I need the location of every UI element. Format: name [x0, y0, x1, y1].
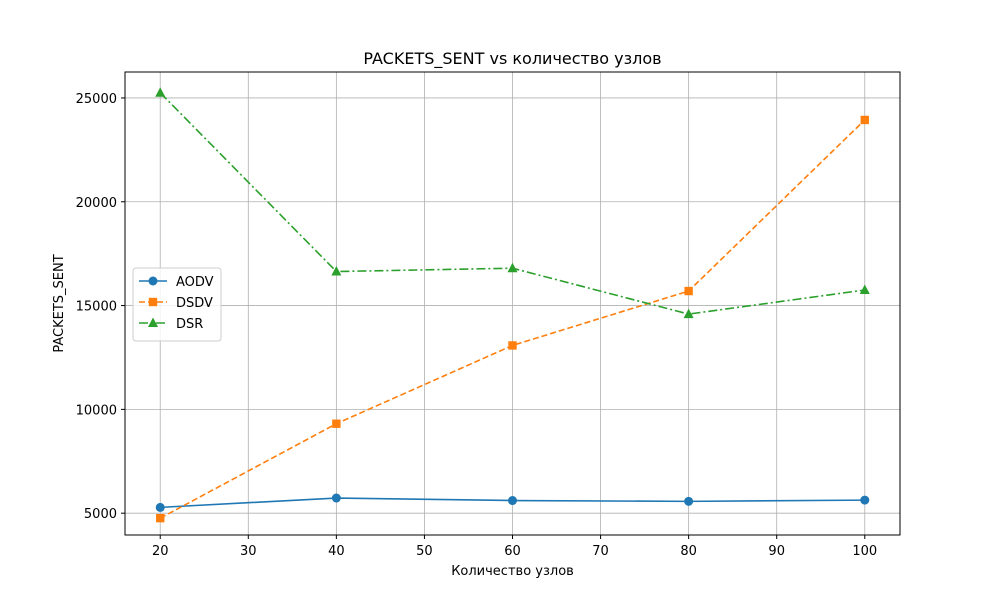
data-point-dsdv — [332, 419, 341, 428]
data-point-aodv — [331, 493, 341, 503]
y-tick-label: 20000 — [76, 196, 117, 211]
legend-item-dsdv: DSDV — [139, 296, 213, 311]
legend-item-dsr: DSR — [139, 317, 203, 332]
legend-label-dsdv: DSDV — [176, 296, 213, 311]
grid — [125, 72, 900, 535]
legend-marker-dsdv — [148, 297, 158, 307]
x-tick-label: 80 — [680, 544, 697, 559]
x-tick-label: 70 — [592, 544, 609, 559]
series-dsdv — [156, 115, 869, 523]
x-axis-title: Количество узлов — [451, 564, 574, 579]
chart-title: PACKETS_SENT vs количество узлов — [363, 49, 661, 69]
x-tick-label: 40 — [328, 544, 345, 559]
data-point-dsr — [331, 266, 342, 276]
y-tick-label: 15000 — [76, 300, 117, 315]
data-point-dsdv — [684, 286, 693, 296]
y-tick-label: 5000 — [84, 507, 117, 522]
series-layer — [155, 87, 870, 523]
data-point-dsr — [507, 262, 518, 273]
data-point-dsr — [155, 87, 166, 97]
series-aodv — [155, 493, 870, 512]
data-point-dsdv — [860, 115, 869, 125]
data-point-dsdv — [156, 513, 165, 523]
axis-ticks: 20 30 40 50 60 70 80 90 100 5000 10000 15000 20000 25… — [76, 92, 878, 559]
y-tick-label: 10000 — [76, 403, 117, 418]
data-point-aodv — [155, 502, 165, 512]
legend-marker-aodv — [148, 276, 158, 286]
data-point-aodv — [860, 495, 870, 505]
legend-label-dsr: DSR — [176, 317, 203, 332]
x-tick-label: 30 — [240, 544, 257, 559]
x-tick-label: 60 — [504, 544, 521, 559]
data-point-dsdv — [508, 341, 517, 350]
y-tick-label: 25000 — [76, 92, 117, 107]
data-point-aodv — [684, 496, 694, 506]
legend: AODV DSDV DSR — [132, 267, 222, 342]
legend-label-aodv: AODV — [176, 275, 214, 290]
x-tick-label: 50 — [416, 544, 433, 559]
data-point-dsr — [859, 284, 870, 295]
data-point-dsr — [683, 308, 694, 319]
x-tick-label: 100 — [852, 544, 877, 559]
x-tick-label: 20 — [152, 544, 169, 559]
legend-marker-dsr — [148, 317, 158, 327]
data-point-aodv — [508, 496, 517, 506]
series-dsr — [155, 87, 870, 319]
legend-item-aodv: AODV — [139, 275, 214, 290]
y-axis-title: PACKETS_SENT — [52, 254, 67, 352]
x-tick-label: 90 — [768, 544, 785, 559]
